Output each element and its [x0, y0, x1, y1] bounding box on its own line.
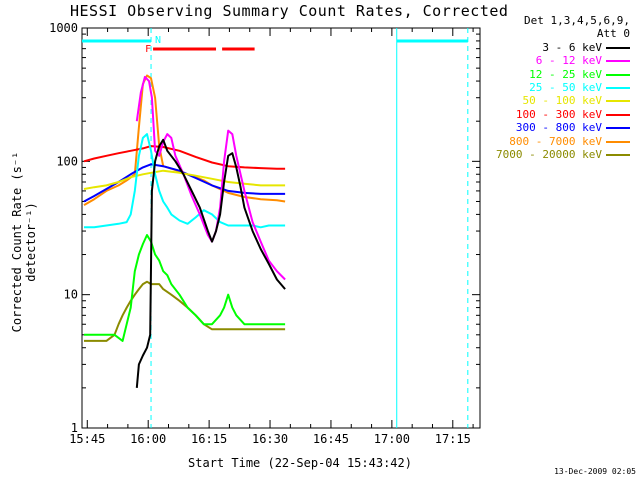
chart-title: HESSI Observing Summary Count Rates, Cor…: [70, 2, 509, 20]
legend-swatch: [606, 153, 630, 156]
y-tick-label: 1000: [49, 21, 78, 35]
series-line: [83, 163, 286, 203]
legend-label: 6 - 12 keV: [535, 54, 602, 68]
plot-frame: [81, 27, 481, 429]
legend-label: 100 - 300 keV: [515, 107, 602, 121]
legend-label: 50 - 100 keV: [522, 94, 602, 108]
legend-item: 3 - 6 keV: [484, 41, 634, 54]
series-line: [83, 74, 286, 206]
legend-swatch: [606, 100, 630, 103]
series-line: [83, 145, 286, 170]
legend-header-detectors: Det 1,3,4,5,6,9,: [524, 14, 630, 27]
legend-item: 800 - 7000 keV: [484, 135, 634, 148]
y-tick-label: 10: [64, 288, 78, 302]
series-line: [135, 138, 286, 388]
y-tick-label: 1: [71, 421, 78, 435]
legend-swatch: [606, 127, 630, 130]
legend-item: 7000 - 20000 keV: [484, 148, 634, 161]
x-axis-label: Start Time (22-Sep-04 15:43:42): [188, 456, 412, 470]
legend-label: 3 - 6 keV: [542, 40, 602, 54]
series-line: [84, 133, 286, 229]
legend-label: 7000 - 20000 keV: [496, 147, 602, 161]
legend-item: 25 - 50 keV: [484, 81, 634, 94]
flare-marker-label: F: [145, 44, 151, 55]
legend-rows: 3 - 6 keV 6 - 12 keV 12 - 25 keV 25 - 50 ke…: [484, 41, 634, 162]
series-line: [84, 280, 286, 342]
x-tick-label: 17:00: [374, 432, 410, 446]
legend-label: 12 - 25 keV: [529, 67, 602, 81]
legend-header-attenuator: Att 0: [596, 27, 630, 41]
legend-label: 300 - 800 keV: [515, 121, 602, 135]
legend-item: 100 - 300 keV: [484, 108, 634, 121]
generation-timestamp: 13-Dec-2009 02:05: [554, 467, 636, 476]
legend-label: 25 - 50 keV: [529, 80, 602, 94]
legend-swatch: [606, 140, 630, 143]
legend-label: 800 - 7000 keV: [509, 134, 602, 148]
legend-item: 6 - 12 keV: [484, 54, 634, 67]
series-line: [135, 75, 286, 281]
x-tick-label: 16:45: [313, 432, 349, 446]
legend-item: 50 - 100 keV: [484, 94, 634, 107]
y-tick-label: 100: [56, 154, 78, 168]
x-tick-label: 16:30: [252, 432, 288, 446]
x-tick-label: 17:15: [435, 432, 471, 446]
series-line: [84, 234, 286, 342]
x-tick-label: 16:15: [191, 432, 227, 446]
x-tick-label: 16:00: [130, 432, 166, 446]
y-axis-label: Corrected Count Rate (s⁻¹ detector⁻¹): [10, 151, 38, 333]
legend-item: 300 - 800 keV: [484, 121, 634, 134]
x-tick-label: 15:45: [69, 432, 105, 446]
legend-swatch: [606, 60, 630, 63]
legend-swatch: [606, 113, 630, 116]
legend-item: 12 - 25 keV: [484, 68, 634, 81]
legend-swatch: [606, 46, 630, 49]
legend-swatch: [606, 73, 630, 76]
n-marker-label: N: [155, 35, 161, 46]
series-line: [83, 169, 286, 190]
legend: Det 1,3,4,5,6,9, Att 0 3 - 6 keV 6 - 12 k…: [484, 14, 634, 161]
legend-swatch: [606, 86, 630, 89]
